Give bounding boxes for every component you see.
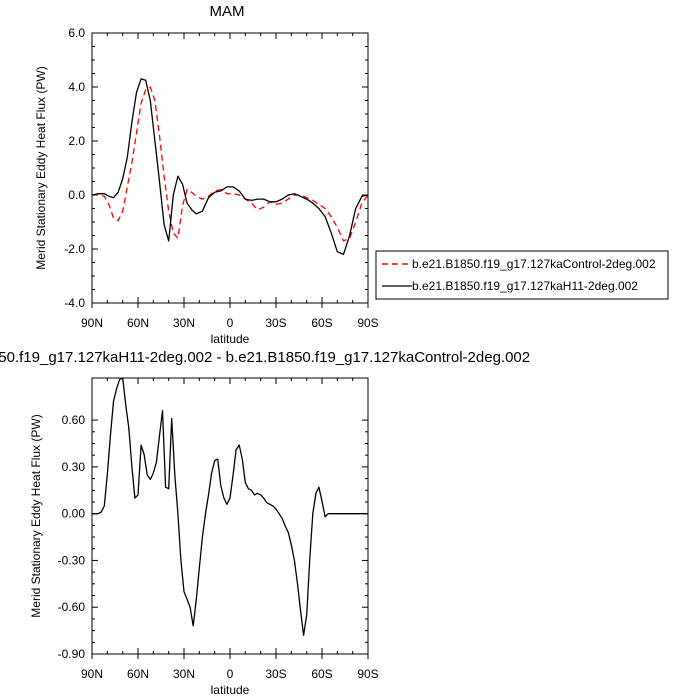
bottom-x-tick-label: 90S bbox=[357, 667, 378, 681]
top-x-tick-label: 0 bbox=[227, 316, 234, 330]
bottom-y-tick-label: 0.60 bbox=[62, 413, 86, 427]
top-y-tick-label: 4.0 bbox=[68, 80, 85, 94]
bottom-x-tick-label: 90N bbox=[81, 667, 103, 681]
top-x-axis-title: latitude bbox=[211, 332, 250, 346]
top-x-tick-label: 30S bbox=[265, 316, 286, 330]
top-y-axis-title: Merid Stationary Eddy Heat Flux (PW) bbox=[34, 66, 48, 269]
legend: b.e21.B1850.f19_g17.127kaControl-2deg.00… bbox=[375, 250, 669, 300]
top-x-tick-label: 90N bbox=[81, 316, 103, 330]
bottom-y-axis-title: Merid Stationary Eddy Heat Flux (PW) bbox=[29, 414, 43, 617]
top-y-tick-label: 0.0 bbox=[68, 188, 85, 202]
bottom-panel: b.e21.B1850.f19_g17.127kaH11-2deg.002 - … bbox=[0, 349, 530, 697]
bottom-y-tick-label: 0.00 bbox=[62, 507, 86, 521]
top-x-tick-label: 90S bbox=[357, 316, 378, 330]
bottom-x-tick-label: 30S bbox=[265, 667, 286, 681]
legend-label-h11: b.e21.B1850.f19_g17.127kaH11-2deg.002 bbox=[412, 279, 638, 293]
top-ticks bbox=[91, 32, 369, 308]
top-x-tick-labels: 90N 60N 30N 0 30S 60S 90S bbox=[81, 316, 379, 330]
top-x-tick-label: 60S bbox=[311, 316, 332, 330]
bottom-y-tick-label: -0.60 bbox=[58, 600, 86, 614]
bottom-y-tick-labels: -0.90 -0.60 -0.30 0.00 0.30 0.60 bbox=[58, 413, 86, 661]
bottom-ticks bbox=[91, 378, 369, 659]
top-x-tick-label: 60N bbox=[127, 316, 149, 330]
top-series-group bbox=[91, 78, 369, 256]
bottom-y-tick-label: -0.30 bbox=[58, 553, 86, 567]
legend-box bbox=[375, 250, 669, 300]
bottom-y-tick-label: -0.90 bbox=[58, 647, 86, 661]
bottom-x-tick-labels: 90N 60N 30N 0 30S 60S 90S bbox=[81, 667, 379, 681]
top-y-tick-label: 2.0 bbox=[68, 134, 85, 148]
top-series-line-1 bbox=[91, 78, 369, 256]
top-y-tick-labels: -4.0 -2.0 0.0 2.0 4.0 6.0 bbox=[64, 26, 85, 310]
top-y-tick-label: -4.0 bbox=[64, 296, 85, 310]
bottom-y-tick-label: 0.30 bbox=[62, 460, 86, 474]
top-panel: MAM -4.0 -2.0 0.0 2.0 4.0 6.0 90N 60N 30N 0 30S 60… bbox=[34, 3, 669, 346]
top-chart-title: MAM bbox=[210, 3, 245, 20]
bottom-x-tick-label: 60N bbox=[127, 667, 149, 681]
bottom-x-tick-label: 60S bbox=[311, 667, 332, 681]
bottom-series-group bbox=[92, 377, 368, 636]
top-y-tick-label: 6.0 bbox=[68, 26, 85, 40]
bottom-x-tick-label: 30N bbox=[173, 667, 195, 681]
legend-label-control: b.e21.B1850.f19_g17.127kaControl-2deg.00… bbox=[412, 257, 656, 271]
bottom-series-line-0 bbox=[92, 377, 368, 636]
top-x-tick-label: 30N bbox=[173, 316, 195, 330]
bottom-chart-title: b.e21.B1850.f19_g17.127kaH11-2deg.002 - … bbox=[0, 349, 530, 366]
bottom-x-axis-title: latitude bbox=[211, 683, 250, 697]
top-series-line-0 bbox=[92, 86, 369, 242]
bottom-x-tick-label: 0 bbox=[227, 667, 234, 681]
top-plot-frame bbox=[91, 32, 369, 304]
top-y-tick-label: -2.0 bbox=[64, 242, 85, 256]
